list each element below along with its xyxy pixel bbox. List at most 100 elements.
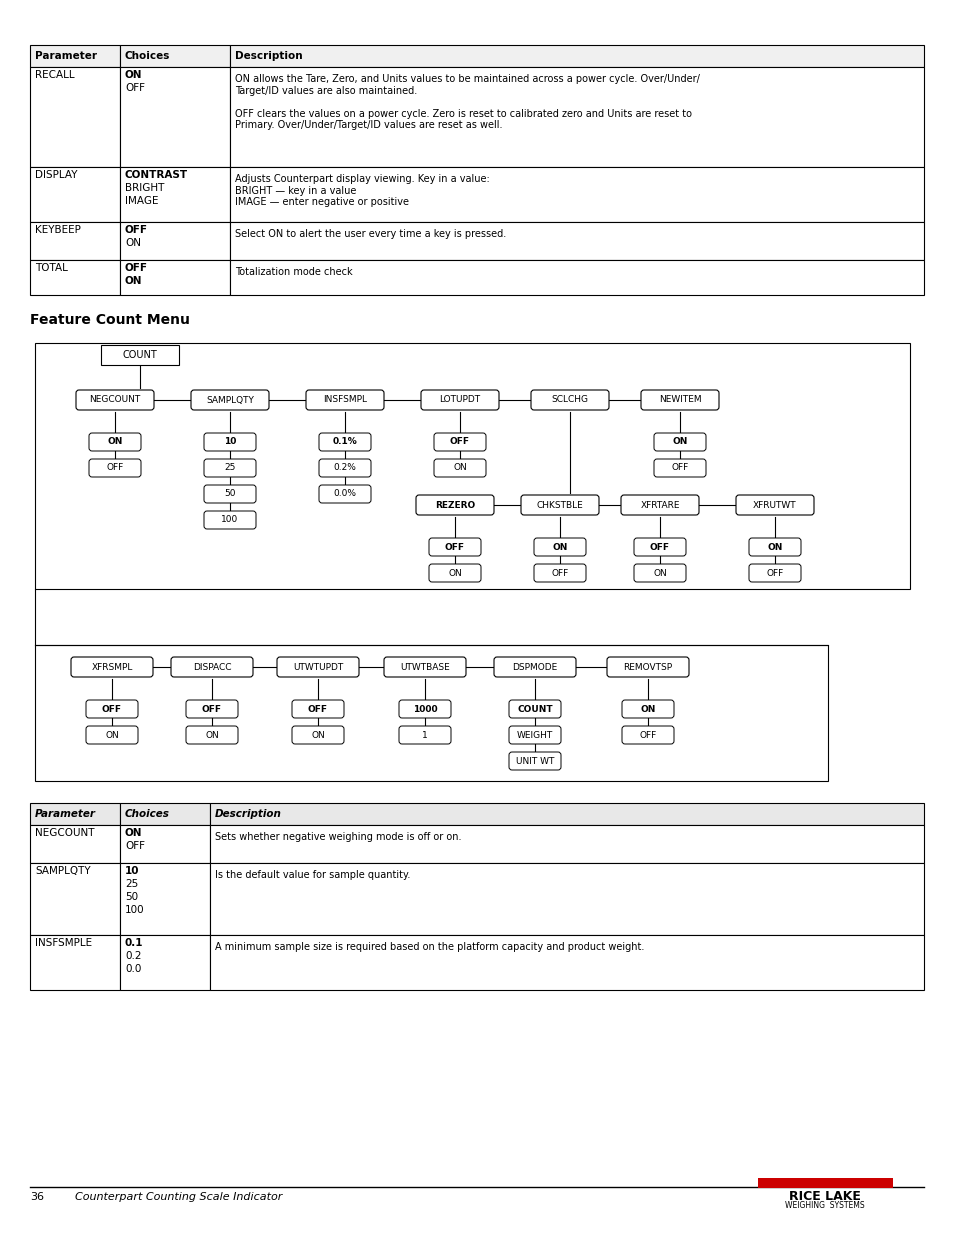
Text: DISPACC: DISPACC — [193, 662, 231, 672]
Text: Choices: Choices — [125, 809, 170, 819]
FancyBboxPatch shape — [186, 726, 237, 743]
Text: CONTRAST: CONTRAST — [125, 170, 188, 180]
Text: Adjusts Counterpart display viewing. Key in a value:
BRIGHT — key in a value
IMA: Adjusts Counterpart display viewing. Key… — [234, 174, 489, 207]
Text: 25: 25 — [125, 879, 138, 889]
Text: ON allows the Tare, Zero, and Units values to be maintained across a power cycle: ON allows the Tare, Zero, and Units valu… — [234, 74, 700, 131]
FancyBboxPatch shape — [276, 657, 358, 677]
Text: SCLCHG: SCLCHG — [551, 395, 588, 405]
Text: Description: Description — [214, 809, 281, 819]
Text: ON: ON — [672, 437, 687, 447]
Text: ON: ON — [448, 568, 461, 578]
Text: SAMPLQTY: SAMPLQTY — [206, 395, 253, 405]
Bar — [210, 825, 923, 863]
Text: 1000: 1000 — [413, 704, 436, 714]
Text: 10: 10 — [224, 437, 236, 447]
Text: Counterpart Counting Scale Indicator: Counterpart Counting Scale Indicator — [75, 1192, 282, 1202]
Text: UTWTBASE: UTWTBASE — [399, 662, 450, 672]
Bar — [30, 935, 120, 990]
FancyBboxPatch shape — [318, 459, 371, 477]
Text: UTWTUPDT: UTWTUPDT — [293, 662, 343, 672]
Text: CHKSTBLE: CHKSTBLE — [536, 500, 583, 510]
Bar — [30, 825, 120, 863]
Text: NEGCOUNT: NEGCOUNT — [90, 395, 140, 405]
Text: 0.1: 0.1 — [125, 939, 143, 948]
FancyBboxPatch shape — [86, 700, 138, 718]
Text: OFF: OFF — [125, 83, 145, 93]
Bar — [30, 222, 120, 261]
Text: OFF: OFF — [765, 568, 782, 578]
Text: ON: ON — [766, 542, 781, 552]
Text: Totalization mode check: Totalization mode check — [234, 267, 353, 277]
Text: OFF: OFF — [444, 542, 464, 552]
Text: A minimum sample size is required based on the platform capacity and product wei: A minimum sample size is required based … — [214, 942, 643, 952]
Bar — [230, 167, 923, 222]
FancyBboxPatch shape — [748, 564, 801, 582]
Text: REMOVTSP: REMOVTSP — [622, 662, 672, 672]
Text: UNIT WT: UNIT WT — [516, 757, 554, 766]
Text: ON: ON — [205, 730, 218, 740]
Text: OFF: OFF — [107, 463, 124, 473]
Text: DISPLAY: DISPLAY — [35, 170, 77, 180]
FancyBboxPatch shape — [292, 700, 344, 718]
FancyBboxPatch shape — [306, 390, 384, 410]
Text: RECALL: RECALL — [35, 70, 74, 80]
Text: BRIGHT: BRIGHT — [125, 183, 164, 193]
FancyBboxPatch shape — [204, 433, 255, 451]
FancyBboxPatch shape — [434, 433, 485, 451]
Text: LOTUPDT: LOTUPDT — [439, 395, 480, 405]
Text: ON: ON — [125, 827, 142, 839]
Text: Parameter: Parameter — [35, 51, 97, 61]
FancyBboxPatch shape — [606, 657, 688, 677]
Text: XFRSMPL: XFRSMPL — [91, 662, 132, 672]
Text: RICE LAKE: RICE LAKE — [788, 1189, 860, 1203]
FancyBboxPatch shape — [509, 752, 560, 769]
FancyBboxPatch shape — [398, 726, 451, 743]
Bar — [230, 261, 923, 295]
FancyBboxPatch shape — [89, 459, 141, 477]
FancyBboxPatch shape — [634, 564, 685, 582]
FancyBboxPatch shape — [429, 538, 480, 556]
FancyBboxPatch shape — [534, 538, 585, 556]
FancyBboxPatch shape — [735, 495, 813, 515]
Text: Description: Description — [234, 51, 302, 61]
Text: ON: ON — [653, 568, 666, 578]
Bar — [210, 803, 923, 825]
Text: XFRTARE: XFRTARE — [639, 500, 679, 510]
Text: 100: 100 — [221, 515, 238, 525]
FancyBboxPatch shape — [384, 657, 465, 677]
FancyBboxPatch shape — [86, 726, 138, 743]
Text: 10: 10 — [125, 866, 139, 876]
Text: OFF: OFF — [551, 568, 568, 578]
Text: INSFSMPLE: INSFSMPLE — [35, 939, 92, 948]
Bar — [30, 44, 120, 67]
Text: ON: ON — [105, 730, 119, 740]
Text: Choices: Choices — [125, 51, 171, 61]
Bar — [210, 863, 923, 935]
Text: 0.0%: 0.0% — [334, 489, 356, 499]
Text: OFF: OFF — [125, 263, 148, 273]
FancyBboxPatch shape — [429, 564, 480, 582]
Bar — [120, 167, 230, 222]
Text: 0.0: 0.0 — [125, 965, 141, 974]
Text: Feature Count Menu: Feature Count Menu — [30, 312, 190, 327]
FancyBboxPatch shape — [509, 700, 560, 718]
FancyBboxPatch shape — [186, 700, 237, 718]
Text: ON: ON — [453, 463, 466, 473]
Text: ON: ON — [552, 542, 567, 552]
Bar — [758, 1178, 892, 1188]
FancyBboxPatch shape — [509, 726, 560, 743]
Bar — [120, 863, 210, 935]
Text: ON: ON — [125, 238, 141, 248]
Text: 50: 50 — [125, 892, 138, 902]
Text: DSPMODE: DSPMODE — [512, 662, 558, 672]
Text: 1: 1 — [421, 730, 428, 740]
Text: NEGCOUNT: NEGCOUNT — [35, 827, 94, 839]
FancyBboxPatch shape — [494, 657, 576, 677]
Bar — [30, 803, 120, 825]
Text: TOTAL: TOTAL — [35, 263, 68, 273]
Bar — [30, 67, 120, 167]
Text: ON: ON — [311, 730, 325, 740]
Bar — [120, 222, 230, 261]
Text: 0.2%: 0.2% — [334, 463, 356, 473]
FancyBboxPatch shape — [204, 511, 255, 529]
